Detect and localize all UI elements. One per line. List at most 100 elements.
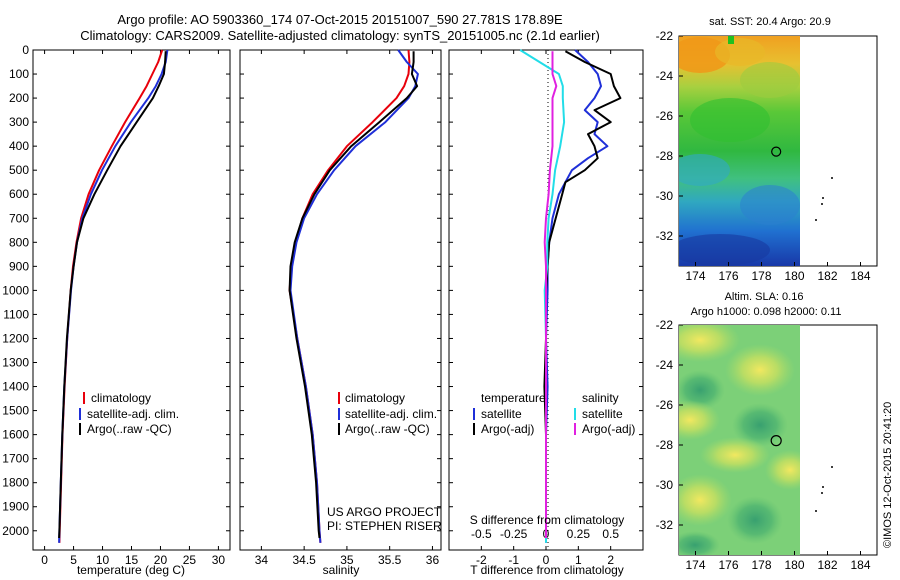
depth-tick-label: 1200: [2, 331, 29, 345]
depth-tick-label: 2000: [2, 524, 29, 538]
sst-map-title: sat. SST: 20.4 Argo: 20.9: [709, 16, 831, 28]
depth-tick-label: 1700: [2, 452, 29, 466]
legend-label-temp-satellite: satellite: [481, 407, 522, 421]
temperature-panel: 0100200300400500600700800900100011001200…: [2, 43, 231, 577]
salinity-diff-tick-label: 0.25: [567, 527, 591, 541]
x-tick-label: -2: [476, 553, 487, 567]
legend-label-argo: Argo(..raw -QC): [345, 422, 430, 436]
salinity-diff-tick-label: -0.5: [471, 527, 492, 541]
legend-label-climatology: climatology: [91, 391, 151, 405]
depth-tick-label: 500: [9, 163, 29, 177]
x-tick-label: 0: [543, 553, 550, 567]
salinity-x-axis: 34 34.5 35 35.5 36: [255, 50, 440, 567]
x-tick-label: 35.5: [378, 553, 402, 567]
x-tick-label: 34.5: [292, 553, 316, 567]
salinity-legend: climatology satellite-adj. clim. Argo(..…: [338, 391, 437, 436]
sst-map-axes: 174 176 178 180 182 184 -22 -24 -26 -28 -30 -32: [656, 29, 871, 283]
depth-tick-label: 1900: [2, 500, 29, 514]
map-y-tick-label: -30: [656, 189, 674, 203]
depth-tick-label: 1000: [2, 283, 29, 297]
x-tick-label: 0: [41, 553, 48, 567]
sst-land-pixel: [728, 36, 734, 44]
map-y-tick-label: -28: [656, 149, 674, 163]
kermadec-islands: [815, 177, 833, 221]
sla-map-title-line1: Altim. SLA: 0.16: [725, 291, 804, 303]
map-x-tick-label: 178: [751, 558, 771, 572]
map-y-tick-label: -32: [656, 229, 674, 243]
difference-legend: temperature salinity satellite Argo(-adj…: [473, 391, 635, 436]
depth-tick-label: 1800: [2, 476, 29, 490]
map-x-tick-label: 180: [784, 269, 804, 283]
map-y-tick-label: -22: [656, 318, 674, 332]
argo-float-marker: [770, 435, 782, 447]
salinity-difference-label: S difference from climatology: [470, 513, 625, 527]
depth-tick-label: 0: [22, 43, 29, 57]
x-tick-label: 36: [426, 553, 440, 567]
salinity-axes-frame: [239, 49, 442, 551]
project-credit: US ARGO PROJECT: [327, 505, 442, 519]
map-x-tick-label: 184: [850, 558, 870, 572]
map-x-tick-label: 180: [784, 558, 804, 572]
argo-float-marker: [771, 146, 782, 157]
map-y-tick-label: -24: [656, 358, 674, 372]
map-y-tick-label: -28: [656, 438, 674, 452]
figure-title-line2: Climatology: CARS2009. Satellite-adjuste…: [80, 28, 600, 43]
depth-tick-label: 800: [9, 235, 29, 249]
series-line-argo-raw-qc-: [288, 51, 419, 539]
depth-tick-label: 300: [9, 115, 29, 129]
depth-tick-label: 900: [9, 259, 29, 273]
x-tick-label: 15: [125, 553, 139, 567]
map-y-tick-label: -26: [656, 109, 674, 123]
pi-credit: PI: STEPHEN RISER: [327, 519, 442, 533]
temperature-axes-frame: [32, 49, 231, 551]
salinity-xlabel: salinity: [323, 563, 360, 577]
series-line-argo-raw-qc-: [58, 51, 167, 539]
depth-tick-label: 1500: [2, 404, 29, 418]
x-tick-label: 1: [575, 553, 582, 567]
map-y-tick-label: -24: [656, 69, 674, 83]
salinity-diff-tick-label: 0.5: [602, 527, 619, 541]
sst-field: [679, 36, 800, 266]
depth-tick-label: 1400: [2, 380, 29, 394]
depth-tick-label: 1100: [3, 307, 29, 321]
depth-tick-label: 400: [9, 139, 29, 153]
map-y-tick-label: -30: [656, 478, 674, 492]
map-x-tick-label: 184: [850, 269, 870, 283]
salinity-panel: 34 34.5 35 35.5 36 salinity climatology sate…: [239, 49, 442, 577]
temperature-x-axis: 0 5 10 15 20 25 30: [41, 50, 225, 567]
depth-tick-label: 200: [9, 91, 29, 105]
x-tick-label: 10: [96, 553, 110, 567]
legend-label-sal-satellite: satellite: [582, 407, 623, 421]
kermadec-islands: [815, 466, 833, 512]
sla-field: [679, 325, 800, 555]
depth-tick-label: 700: [9, 211, 29, 225]
imos-credit: ©IMOS 12-Oct-2015 20:41:20: [882, 402, 894, 548]
figure-title-line1: Argo profile: AO 5903360_174 07-Oct-2015…: [117, 12, 563, 27]
legend-label-satellite: satellite-adj. clim.: [345, 407, 437, 421]
map-x-tick-label: 178: [751, 269, 771, 283]
depth-axis: 0 100 200 300 400 500 600 700 800 900 1000 1100 1200…: [2, 43, 230, 538]
legend-label-satellite: satellite-adj. clim.: [87, 407, 179, 421]
temperature-xlabel: temperature (deg C): [77, 563, 185, 577]
x-tick-label: 34: [255, 553, 269, 567]
sla-map-axes: 174 176 178 180 182 184 -22 -24 -26 -28 -30 -32: [656, 318, 871, 572]
map-x-tick-label: 174: [685, 269, 705, 283]
x-tick-label: 5: [70, 553, 77, 567]
salinity-diff-tick-label: -0.25: [500, 527, 528, 541]
map-y-tick-label: -32: [656, 518, 674, 532]
difference-panel: -2 -1 0 1 2-0.5 -0.25 0 0.25 0.5 S difference fr…: [448, 49, 644, 577]
x-tick-label: 20: [154, 553, 168, 567]
series-line-temperature-argo-adj-: [543, 50, 622, 538]
salinity-series: [288, 49, 419, 543]
legend-label-argo: Argo(..raw -QC): [87, 422, 172, 436]
x-tick-label: 30: [212, 553, 226, 567]
x-tick-label: -1: [508, 553, 519, 567]
map-x-tick-label: 176: [718, 558, 738, 572]
legend-header-temperature: temperature: [481, 391, 546, 405]
depth-tick-label: 1600: [2, 428, 29, 442]
depth-tick-label: 100: [9, 67, 29, 81]
depth-tick-label: 1300: [2, 356, 29, 370]
salinity-depth-ticks: [240, 49, 441, 532]
legend-label-climatology: climatology: [345, 391, 405, 405]
